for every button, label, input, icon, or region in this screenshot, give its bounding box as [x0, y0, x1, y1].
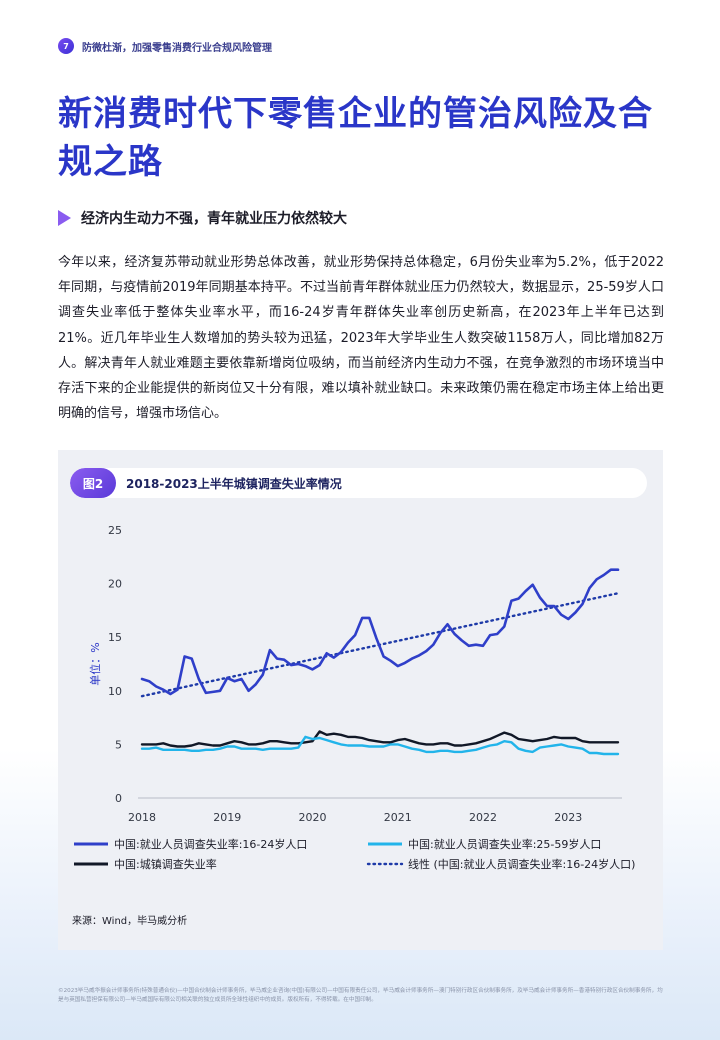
triangle-bullet-icon	[58, 210, 71, 226]
y-axis-label: 单位：%	[88, 642, 102, 685]
legend-label-0: 中国:就业人员调查失业率:16-24岁人口	[114, 837, 307, 851]
x-tick-label: 2019	[213, 811, 241, 824]
x-tick-label: 2023	[554, 811, 582, 824]
y-tick-label: 10	[108, 685, 122, 698]
x-tick-label: 2018	[128, 811, 156, 824]
series-line-1	[140, 735, 620, 756]
figure-title: 2018-2023上半年城镇调查失业率情况	[126, 476, 342, 491]
legend-label-1: 中国:就业人员调查失业率:25-59岁人口	[408, 837, 601, 851]
section-heading: 经济内生动力不强，青年就业压力依然较大	[58, 207, 347, 229]
figure-label: 图2	[70, 468, 116, 498]
figure-title-bar: 图2 2018-2023上半年城镇调查失业率情况	[70, 468, 647, 498]
y-tick-label: 0	[115, 792, 122, 805]
legend-label-3: 线性 (中国:就业人员调查失业率:16-24岁人口)	[408, 857, 635, 871]
running-header: 7 防微杜渐，加强零售消费行业合规风险管理	[58, 37, 272, 55]
y-tick-label: 5	[115, 738, 122, 751]
legend-label-2: 中国:城镇调查失业率	[114, 857, 217, 871]
page-number-badge: 7	[58, 38, 74, 54]
figure-source: 来源：Wind，毕马威分析	[72, 916, 188, 927]
section-heading-text: 经济内生动力不强，青年就业压力依然较大	[81, 211, 347, 227]
page-title: 新消费时代下零售企业的管治风险及合规之路	[58, 94, 653, 182]
x-tick-label: 2021	[384, 811, 412, 824]
unemployment-line-chart: 0 5 10 15 20 25 单位：% 2018 2019 2020 2021 2022 2023 中国…	[74, 524, 635, 871]
y-tick-label: 20	[108, 578, 122, 591]
figure-card: 0 5 10 15 20 25 单位：% 2018 2019 2020 2021 2022 2023 中国…	[58, 450, 663, 950]
y-tick-label: 15	[108, 631, 122, 644]
series-line-0	[140, 568, 620, 696]
copyright-footer: ©2023毕马威华振会计师事务所(特殊普通合伙)—中国合伙制会计师事务所，毕马威…	[58, 988, 663, 1003]
running-title: 防微杜渐，加强零售消费行业合规风险管理	[82, 42, 272, 54]
x-tick-label: 2022	[469, 811, 497, 824]
body-paragraph: 今年以来，经济复苏带动就业形势总体改善，就业形势保持总体稳定，6月份失业率为5.…	[58, 255, 664, 422]
series-line-2	[140, 730, 620, 748]
x-tick-label: 2020	[299, 811, 327, 824]
y-tick-label: 25	[108, 524, 122, 537]
